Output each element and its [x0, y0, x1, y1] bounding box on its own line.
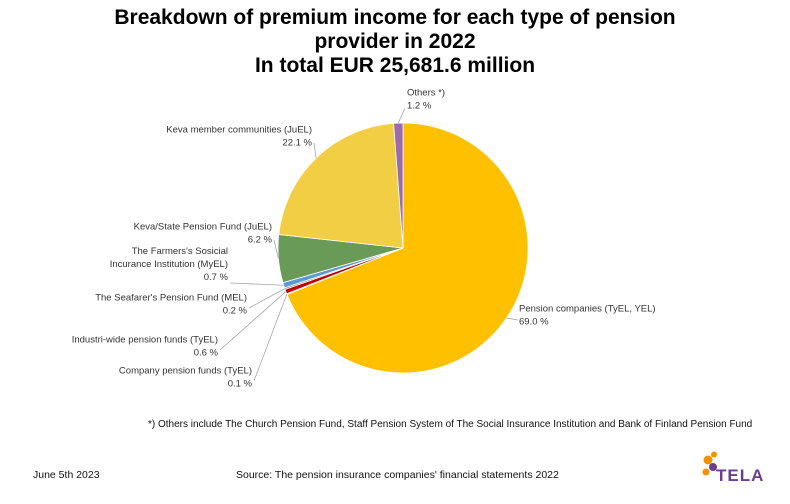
slice-name-label: Keva member communities (JuEL) — [166, 125, 312, 136]
leader-line — [248, 288, 285, 309]
slice-name-label: Keva/State Pension Fund (JuEL) — [134, 222, 272, 233]
slice-name-label: Others *) — [407, 88, 445, 99]
pie-slice — [286, 122, 529, 374]
slice-label: Industri-wide pension funds (TyEL) 0.6 % — [72, 335, 219, 359]
slice-name-label: Pension companies (TyEL, YEL) — [519, 304, 656, 315]
slice-label: Pension companies (TyEL, YEL) 69.0 % — [519, 304, 656, 328]
slice-labels: Pension companies (TyEL, YEL) 69.0 % Compa… — [72, 88, 656, 390]
tela-logo-icon — [702, 451, 717, 476]
pie-slices — [277, 122, 529, 374]
source-label: Source: The pension insurance companies'… — [236, 469, 559, 481]
slice-label: The Farmers's Sosicial Incurance Institut… — [110, 246, 229, 283]
slice-label: Keva/State Pension Fund (JuEL) 6.2 % — [134, 222, 273, 246]
leader-line — [219, 291, 287, 351]
leader-line — [313, 142, 317, 159]
slice-name-label: Incurance Institution (MyEL) — [110, 259, 228, 270]
slice-value-label: 69.0 % — [519, 317, 549, 328]
leader-line — [273, 239, 279, 259]
footnote: *) Others include The Church Pension Fun… — [148, 419, 753, 430]
leader-line — [253, 294, 288, 382]
slice-label: Others *) 1.2 % — [407, 88, 445, 112]
chart-title-line-2: provider in 2022 — [314, 30, 476, 53]
slice-value-label: 0.7 % — [204, 272, 229, 283]
leader-line — [506, 317, 519, 321]
chart-subtitle: In total EUR 25,681.6 million — [254, 54, 536, 77]
pie-slice — [278, 122, 404, 249]
slice-name-label: Company pension funds (TyEL) — [119, 366, 252, 377]
slice-value-label: 0.2 % — [223, 306, 248, 317]
slice-value-label: 6.2 % — [248, 235, 273, 246]
chart-title-line-1: Breakdown of premium income for each typ… — [114, 6, 676, 29]
slice-name-label: Industri-wide pension funds (TyEL) — [72, 335, 218, 346]
slice-name-label: The Farmers's Sosicial — [132, 246, 228, 257]
slice-value-label: 0.6 % — [194, 348, 219, 359]
slice-name-label: The Seafarer's Pension Fund (MEL) — [95, 293, 247, 304]
pie-chart: Pension companies (TyEL, YEL) 69.0 % Compa… — [72, 88, 656, 390]
logo-text: TELA — [716, 466, 765, 485]
leader-line — [229, 282, 284, 286]
slice-value-label: 22.1 % — [282, 138, 312, 149]
date-label: June 5th 2023 — [33, 469, 100, 481]
leader-lines — [219, 107, 519, 382]
slice-label: The Seafarer's Pension Fund (MEL) 0.2 % — [95, 293, 247, 317]
leader-line — [397, 107, 406, 124]
slice-value-label: 1.2 % — [407, 101, 432, 112]
slice-label: Company pension funds (TyEL) 0.1 % — [119, 366, 253, 390]
slice-label: Keva member communities (JuEL) 22.1 % — [166, 125, 312, 149]
slice-value-label: 0.1 % — [228, 379, 253, 390]
